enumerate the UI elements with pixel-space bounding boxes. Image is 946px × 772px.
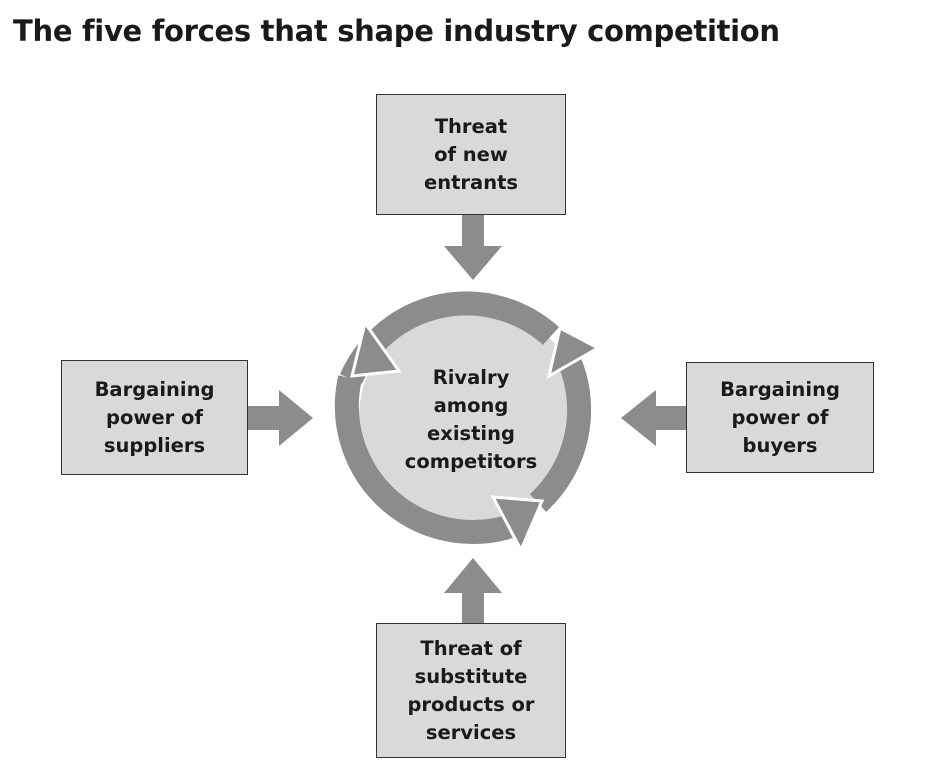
rivalry-label: Rivalry among existing competitors: [370, 364, 572, 476]
rivalry-circle: [359, 306, 583, 530]
rivalry-label-line: Rivalry: [432, 366, 510, 389]
rivalry-arrowhead-bottom: [490, 495, 545, 554]
force-label-line: suppliers: [103, 433, 206, 457]
rivalry-label-line: competitors: [404, 450, 538, 473]
force-label-line: services: [425, 720, 517, 744]
rivalry-arrowhead-left: [350, 319, 402, 378]
force-suppliers: Bargaining power of suppliers: [61, 360, 248, 475]
arrow-from-suppliers: [248, 390, 313, 446]
rivalry-ring-right-arc: [529, 350, 592, 512]
force-substitutes: Threat of substitute products or service…: [376, 623, 566, 758]
force-label-line: power of: [731, 405, 829, 429]
force-new-entrants: Threat of new entrants: [376, 94, 566, 215]
force-label-line: Threat: [434, 114, 508, 138]
arrow-from-substitutes: [444, 558, 502, 623]
arrow-from-buyers: [621, 390, 686, 446]
arrow-from-new-entrants: [444, 215, 502, 280]
rivalry-label-line: existing: [427, 422, 515, 445]
force-label-line: entrants: [423, 170, 518, 194]
force-label-line: Bargaining: [94, 377, 215, 401]
force-buyers: Bargaining power of buyers: [686, 362, 874, 473]
force-label-line: Bargaining: [720, 377, 840, 401]
rivalry-label-line: among: [433, 394, 509, 417]
force-label-line: products or: [407, 692, 535, 716]
force-label-line: substitute: [414, 664, 528, 688]
rivalry-arrowhead-right: [546, 325, 602, 379]
diagram-title: The five forces that shape industry comp…: [13, 14, 780, 48]
rivalry-ring-lower-arc: [334, 375, 527, 544]
force-label-line: buyers: [742, 433, 818, 457]
force-label-line: Threat of: [420, 636, 522, 660]
force-label-line: of new: [434, 142, 508, 166]
force-label-line: power of: [106, 405, 203, 429]
